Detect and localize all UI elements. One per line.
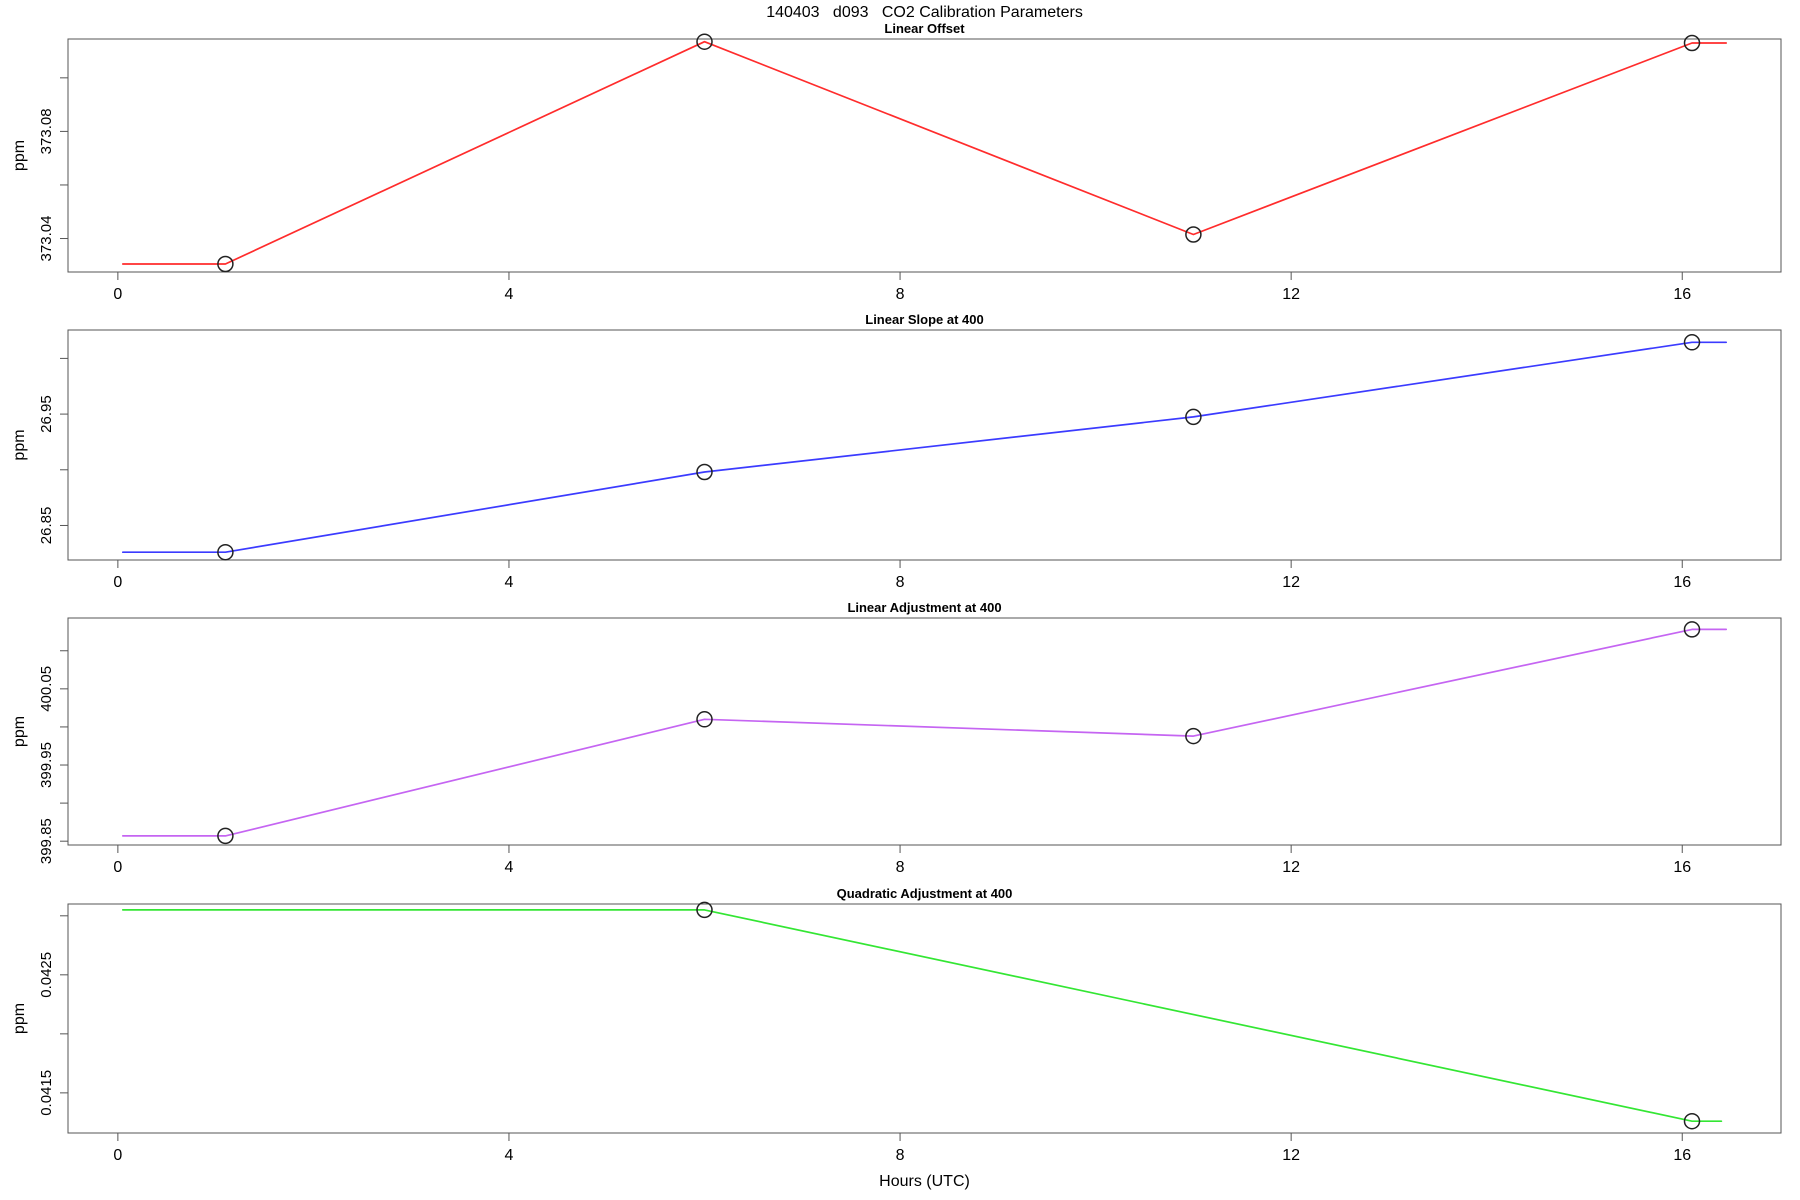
data-point <box>1185 727 1202 745</box>
data-point <box>696 901 713 919</box>
data-point <box>696 33 713 50</box>
x-tick-label: 16 <box>1673 286 1691 303</box>
y-tick-label: 399.95 <box>38 742 55 788</box>
panel-linear-adjustment-at-400: 399.85 399.95 400.05 0 4 8 12 16 ppm <box>11 617 1782 876</box>
y-axis-label: ppm <box>11 716 28 747</box>
series-line-quadratic-adjustment-at-400 <box>121 909 1723 1123</box>
series-line-linear-offset <box>121 40 1728 265</box>
y-tick-label: 373.04 <box>38 216 55 262</box>
x-tick-label: 12 <box>1282 286 1300 303</box>
y-tick-label: 0.0415 <box>38 1070 55 1116</box>
x-tick-label: 12 <box>1282 859 1300 876</box>
y-axis-label: ppm <box>11 1003 28 1034</box>
x-tick-label: 4 <box>505 1147 514 1164</box>
x-tick-label: 4 <box>505 574 514 591</box>
x-tick-label: 0 <box>113 286 122 303</box>
x-tick-label: 12 <box>1282 1147 1300 1164</box>
x-axis-title: Hours (UTC) <box>879 1173 970 1190</box>
data-point <box>217 255 234 273</box>
x-tick-label: 0 <box>113 859 122 876</box>
y-tick-label: 0.0425 <box>38 952 55 998</box>
x-tick-label: 4 <box>505 859 514 876</box>
data-point <box>1683 621 1701 638</box>
plot-box <box>67 903 1782 1134</box>
panel-linear-offset: 373.04 373.08 0 4 8 12 16 ppm <box>11 33 1782 303</box>
panel-linear-slope-at-400: 26.85 26.95 0 4 8 12 16 ppm <box>11 329 1782 591</box>
plot-box <box>67 329 1782 561</box>
y-tick-label: 400.05 <box>38 666 55 712</box>
y-tick-label: 399.85 <box>38 818 55 864</box>
data-point <box>696 463 713 481</box>
plot-box <box>67 617 1782 846</box>
data-point <box>217 543 234 561</box>
data-point <box>696 711 713 728</box>
x-tick-label: 8 <box>896 286 905 303</box>
x-tick-label: 16 <box>1673 1147 1691 1164</box>
series-line-linear-adjustment-at-400 <box>121 628 1728 837</box>
data-point <box>1683 334 1701 351</box>
x-tick-label: 8 <box>896 1147 905 1164</box>
x-tick-label: 12 <box>1282 574 1300 591</box>
plot-box <box>67 38 1782 273</box>
x-tick-label: 4 <box>505 286 514 303</box>
data-point <box>1683 34 1701 52</box>
y-tick-label: 373.08 <box>38 108 55 154</box>
panel-title-linear-adjustment: Linear Adjustment at 400 <box>847 600 1002 615</box>
x-tick-label: 0 <box>113 574 122 591</box>
panel-quadratic-adjustment-at-400: 0.0415 0.0425 0 4 8 12 16 ppm <box>11 901 1782 1164</box>
y-axis-label: ppm <box>11 140 28 171</box>
panel-title-linear-slope: Linear Slope at 400 <box>865 312 984 327</box>
y-axis-label: ppm <box>11 429 28 460</box>
y-tick-label: 26.95 <box>38 395 55 433</box>
x-tick-label: 0 <box>113 1147 122 1164</box>
x-tick-label: 16 <box>1673 574 1691 591</box>
x-tick-label: 8 <box>896 574 905 591</box>
panel-title-linear-offset: Linear Offset <box>884 21 965 36</box>
series-line-linear-slope-at-400 <box>121 341 1728 554</box>
data-point <box>217 827 234 845</box>
x-tick-label: 8 <box>896 859 905 876</box>
y-tick-label: 26.85 <box>38 507 55 545</box>
data-point <box>1185 226 1202 243</box>
data-point <box>1683 1112 1701 1130</box>
x-tick-label: 16 <box>1673 859 1691 876</box>
data-point <box>1185 408 1202 426</box>
panel-title-quadratic-adjustment: Quadratic Adjustment at 400 <box>836 886 1013 901</box>
chart-main-title: 140403 d093 CO2 Calibration Parameters <box>766 4 1083 21</box>
